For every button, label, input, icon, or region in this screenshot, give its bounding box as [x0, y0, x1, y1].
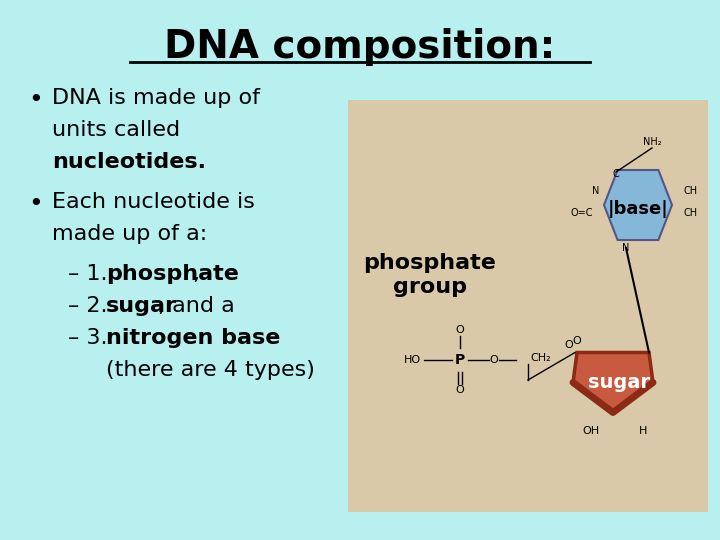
Text: nitrogen base: nitrogen base: [106, 328, 280, 348]
Text: – 1.: – 1.: [68, 264, 114, 284]
Text: H: H: [639, 426, 647, 435]
Text: phosphate: phosphate: [106, 264, 239, 284]
Text: units called: units called: [52, 120, 180, 140]
Text: – 2.: – 2.: [68, 296, 114, 316]
Text: sugar: sugar: [106, 296, 177, 316]
Polygon shape: [573, 353, 653, 413]
Polygon shape: [604, 170, 672, 240]
Text: DNA is made up of: DNA is made up of: [52, 88, 260, 108]
Text: , and a: , and a: [158, 296, 235, 316]
Text: HO: HO: [403, 355, 420, 365]
Text: P: P: [455, 353, 465, 367]
Bar: [348, 100, 708, 512]
Text: N: N: [622, 243, 630, 253]
Text: O: O: [456, 325, 464, 335]
Text: made up of a:: made up of a:: [52, 224, 207, 244]
Text: (there are 4 types): (there are 4 types): [106, 360, 315, 380]
Text: NH₂: NH₂: [643, 137, 661, 147]
Text: nucleotides.: nucleotides.: [52, 152, 206, 172]
Text: sugar: sugar: [588, 374, 650, 393]
Text: •: •: [28, 192, 42, 216]
Text: Each nucleotide is: Each nucleotide is: [52, 192, 255, 212]
Text: •: •: [28, 88, 42, 112]
Text: O=C: O=C: [571, 208, 593, 218]
Text: O: O: [456, 385, 464, 395]
Text: O: O: [572, 336, 581, 346]
Text: O: O: [490, 355, 498, 365]
Text: – 3.: – 3.: [68, 328, 114, 348]
Text: |base|: |base|: [608, 200, 668, 218]
Text: CH: CH: [684, 208, 698, 218]
Text: C: C: [613, 169, 619, 179]
Text: DNA composition:: DNA composition:: [164, 28, 556, 66]
Text: O: O: [564, 340, 573, 349]
Text: CH: CH: [684, 186, 698, 196]
Text: OH: OH: [582, 426, 600, 435]
Text: CH₂: CH₂: [530, 353, 551, 363]
Text: ,: ,: [192, 264, 199, 284]
Text: phosphate
group: phosphate group: [364, 253, 496, 296]
Text: N: N: [593, 186, 600, 196]
